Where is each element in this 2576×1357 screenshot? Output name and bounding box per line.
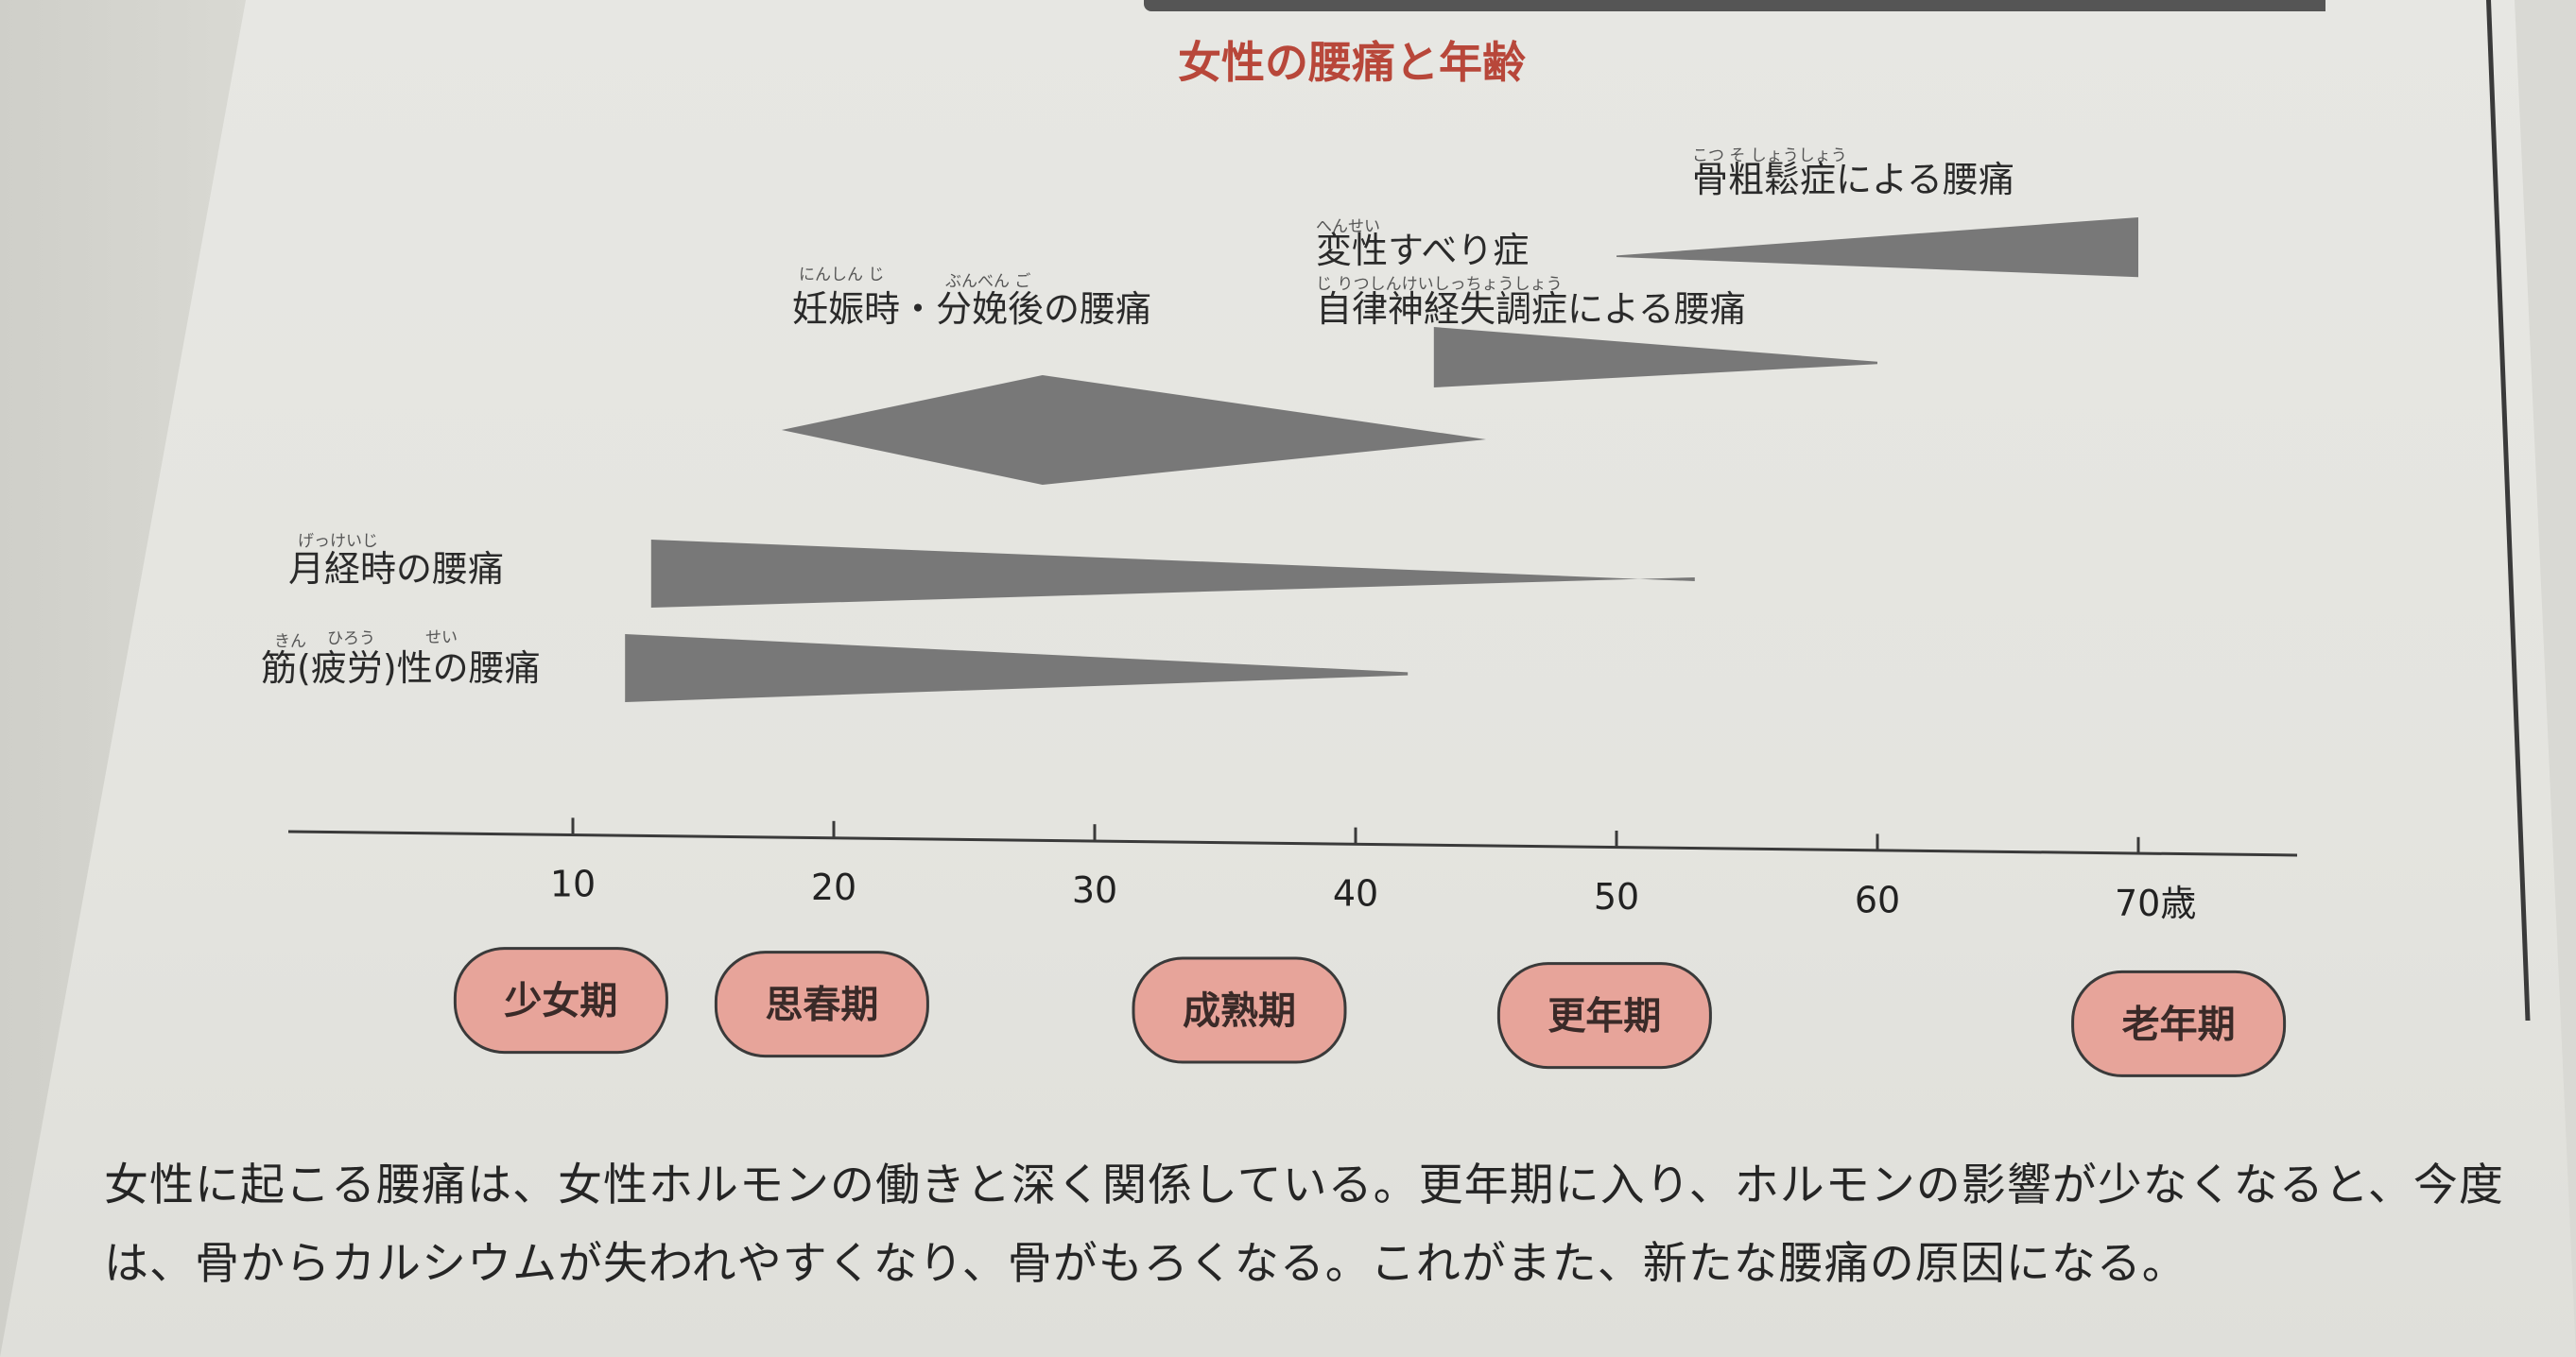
furigana: こつ そ しょうしょう へんせい じ りつしんけいしっちょうしょう にんしん じ… — [274, 146, 1847, 651]
label-menstrual: 月経時の腰痛 — [288, 548, 504, 590]
band-2 — [1433, 327, 1877, 387]
phase-pill-3 — [1132, 956, 1347, 1064]
band-1 — [1616, 217, 2138, 278]
phase-label-5: 老年期 — [2122, 1003, 2236, 1046]
label-osteoporosis: 骨粗鬆症による腰痛 — [1692, 159, 2014, 200]
label-degenerative: 変性すべり症 — [1316, 230, 1529, 271]
furigana-autonomic: じ りつしんけいしっちょうしょう — [1316, 275, 1563, 294]
bands — [625, 217, 2138, 702]
furigana-degenerative: へんせい — [1316, 217, 1380, 236]
phase-pill-4 — [1496, 962, 1712, 1070]
furigana-muscle-1: きん — [274, 632, 306, 651]
phase-pill-2 — [714, 951, 929, 1058]
phase-pill-5 — [2071, 970, 2287, 1077]
furigana-pregnancy-2: ぶんべん ご — [945, 272, 1030, 291]
caption-line-1: 女性に起こる腰痛は、女性ホルモンの働きと深く関係している。更年期に入り、ホルモン… — [104, 1159, 2504, 1211]
phase-label-2: 思春期 — [765, 984, 878, 1027]
x-tick-label-70: 70歳 — [2115, 883, 2196, 924]
top-rule — [1144, 0, 2325, 11]
furigana-pregnancy-1: にんしん じ — [799, 266, 884, 284]
x-tick-label-40: 40 — [1333, 873, 1378, 915]
band-5 — [625, 634, 1409, 702]
x-axis-line — [287, 830, 2298, 857]
band-3 — [781, 375, 1486, 485]
x-ticks: 10 20 30 40 50 60 70歳 — [550, 817, 2196, 924]
label-autonomic: 自律神経失調症による腰痛 — [1316, 288, 1746, 330]
phases: 少女期 思春期 成熟期 更年期 老年期 — [453, 947, 2287, 1077]
x-tick-label-60: 60 — [1855, 879, 1900, 920]
phase-label-1: 少女期 — [504, 980, 617, 1023]
furigana-osteoporosis: こつ そ しょうしょう — [1692, 146, 1847, 165]
furigana-muscle-2: ひろう — [327, 629, 375, 648]
label-muscle: 筋(疲労)性の腰痛 — [261, 647, 541, 689]
caption-line-2: は、骨からカルシウムが失われやすくなり、骨がもろくなる。これがまた、新たな腰痛の… — [104, 1238, 2187, 1290]
phase-label-4: 更年期 — [1547, 995, 1661, 1039]
label-pregnancy: 妊娠時・分娩後の腰痛 — [792, 288, 1151, 330]
phase-pill-1 — [453, 947, 668, 1055]
chart-title: 女性の腰痛と年齢 — [1178, 37, 1526, 88]
furigana-muscle-3: せい — [425, 628, 458, 647]
x-tick-label-20: 20 — [811, 867, 856, 908]
x-tick-label-30: 30 — [1072, 869, 1117, 911]
x-tick-label-50: 50 — [1594, 876, 1639, 918]
furigana-menstrual: げっけいじ — [298, 532, 378, 551]
band-4 — [650, 540, 1695, 608]
phase-label-3: 成熟期 — [1183, 989, 1296, 1033]
x-tick-label-10: 10 — [550, 863, 596, 904]
